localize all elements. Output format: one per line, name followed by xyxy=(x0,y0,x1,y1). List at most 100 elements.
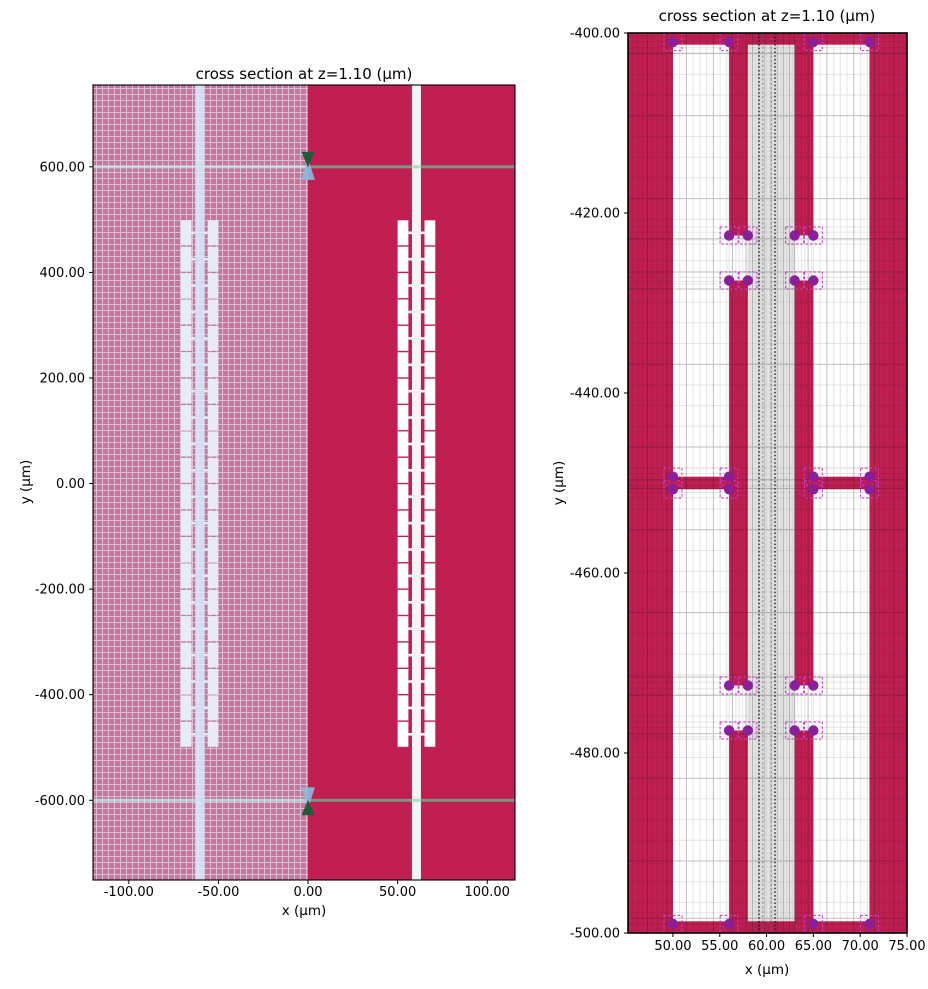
slot-separator-bar xyxy=(397,562,409,564)
port-outline xyxy=(738,226,758,245)
column-notch xyxy=(204,574,208,578)
slot-separator-bar xyxy=(397,614,409,617)
column-notch xyxy=(204,601,208,604)
column-notch xyxy=(408,284,412,287)
column-notch xyxy=(420,627,425,631)
column-notch xyxy=(408,653,412,657)
slot-separator-bar xyxy=(424,482,436,485)
port-dot xyxy=(723,725,735,736)
column-notch xyxy=(420,416,425,419)
mesh-overlay-tint xyxy=(93,85,309,880)
port-dot xyxy=(864,36,875,48)
column-notch xyxy=(408,416,412,419)
port-outline xyxy=(860,914,880,934)
slot-separator-bar xyxy=(424,324,436,326)
port-outline xyxy=(719,467,739,486)
port-dot xyxy=(723,918,735,930)
column-notch xyxy=(408,601,412,604)
column-notch xyxy=(408,495,412,499)
y-tick-label: -440.00 xyxy=(570,387,620,402)
mesh-overlay-grid xyxy=(93,85,309,880)
y-tick-label: -400.00 xyxy=(35,688,85,703)
column-notch xyxy=(191,548,196,551)
metal-structure xyxy=(628,33,907,45)
column-notch xyxy=(191,284,196,287)
metal-structure xyxy=(813,476,870,490)
y-tick-label: -420.00 xyxy=(570,207,620,222)
column-notch xyxy=(191,469,196,472)
column-notch xyxy=(420,548,425,551)
port-dot xyxy=(864,918,875,930)
column-notch xyxy=(420,574,425,578)
column-notch xyxy=(408,548,412,551)
column-notch xyxy=(408,442,412,446)
slot-separator-bar xyxy=(424,588,436,590)
column-notch xyxy=(420,337,425,340)
port-outline xyxy=(738,676,758,695)
left-plot-xlabel: x (μm) xyxy=(282,903,327,919)
y-tick-label: 400.00 xyxy=(40,266,86,281)
port-outline xyxy=(663,467,683,486)
right-plot-render: 50.00 55.00 60.00 65.00 70.00 75.00 -400.00 -42… xyxy=(570,27,926,955)
port-dot xyxy=(667,36,679,48)
source-marker-green-triangle xyxy=(301,151,315,168)
port-dot xyxy=(808,680,819,691)
slot-separator-bar xyxy=(424,509,436,511)
source-marker-green-triangle xyxy=(301,799,315,816)
port-outline xyxy=(785,721,805,740)
slot-separator-bar xyxy=(397,218,409,221)
slot-separator-bar xyxy=(424,614,436,617)
column-notch xyxy=(204,469,208,472)
port-dot xyxy=(723,471,735,482)
metal-structure xyxy=(794,730,814,933)
metal-structure xyxy=(794,33,814,236)
port-dot xyxy=(742,230,754,241)
x-tick-label: 55.00 xyxy=(701,939,738,954)
column-notch xyxy=(420,601,425,604)
column-notch xyxy=(204,732,208,736)
metal-structure xyxy=(869,33,907,933)
column-notch xyxy=(420,442,425,446)
column-notch xyxy=(408,231,412,235)
slot-separator-bar xyxy=(207,271,219,274)
slot-separator-bar xyxy=(424,245,436,247)
slot-separator-bar xyxy=(424,456,436,458)
slot-separator-bar xyxy=(207,324,219,326)
column-notch xyxy=(420,680,425,683)
slot-separator-bar xyxy=(424,403,436,406)
column-notch xyxy=(204,337,208,340)
slot-separator-bar xyxy=(397,535,409,538)
column-notch xyxy=(191,310,196,314)
y-tick-label: -200.00 xyxy=(35,583,85,598)
left-plot-ylabel: y (μm) xyxy=(18,460,34,505)
slot-separator-bar xyxy=(424,271,436,274)
port-dot xyxy=(723,275,735,286)
right-plot-xlabel: x (μm) xyxy=(745,962,790,978)
right-plot: 50.00 55.00 60.00 65.00 70.00 75.00 -400.00 -42… xyxy=(551,7,926,978)
column-notch xyxy=(204,521,208,525)
slot-separator-bar xyxy=(397,720,409,722)
x-tick-label: 70.00 xyxy=(842,939,879,954)
column-notch xyxy=(191,601,196,604)
y-tick-label: -400.00 xyxy=(570,27,620,42)
slot-separator-bar xyxy=(397,641,409,643)
column-notch xyxy=(420,653,425,657)
monitor-line-segment xyxy=(411,165,421,169)
metal-structure xyxy=(628,921,907,933)
slot-separator-bar xyxy=(397,377,409,379)
slot-separator-bar xyxy=(397,430,409,432)
column-notch xyxy=(204,548,208,551)
column-notch xyxy=(191,574,196,578)
column-notch xyxy=(408,257,412,261)
slot-separator-bar xyxy=(424,218,436,221)
column-notch xyxy=(420,706,425,710)
slot-separator-bar xyxy=(424,298,436,300)
left-plot-render: -100.00 -50.00 0.00 50.00 100.00 600.00 400.00… xyxy=(35,84,516,900)
y-tick-label: -600.00 xyxy=(35,794,85,809)
slot-separator-bar xyxy=(397,694,409,696)
column-notch xyxy=(408,363,412,367)
port-dot xyxy=(723,680,735,691)
port-outline xyxy=(785,226,805,245)
monitor-line-segment xyxy=(411,798,421,802)
